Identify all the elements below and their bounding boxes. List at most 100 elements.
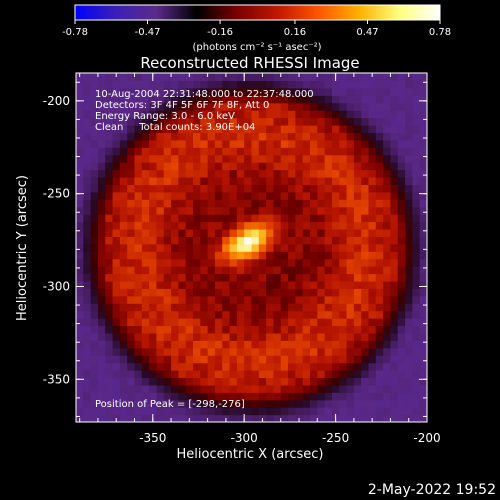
- heatmap-cell: [266, 147, 275, 156]
- heatmap-cell: [390, 347, 399, 356]
- heatmap-cell: [236, 266, 245, 275]
- heatmap-cell: [361, 295, 370, 304]
- heatmap-cell: [149, 243, 158, 252]
- heatmap-cell: [361, 87, 370, 96]
- heatmap-cell: [346, 162, 355, 171]
- heatmap-cell: [214, 325, 223, 334]
- heatmap-cell: [134, 318, 143, 327]
- heatmap-cell: [295, 362, 304, 371]
- heatmap-cell: [127, 236, 136, 245]
- heatmap-cell: [251, 251, 260, 260]
- heatmap-cell: [171, 266, 179, 275]
- heatmap-cell: [390, 117, 399, 126]
- heatmap-cell: [83, 288, 92, 297]
- heatmap-cell: [171, 377, 179, 386]
- heatmap-cell: [390, 102, 399, 111]
- heatmap-cell: [83, 340, 92, 349]
- heatmap-cell: [361, 199, 370, 208]
- heatmap-cell: [302, 110, 311, 119]
- heatmap-cell: [171, 399, 179, 408]
- heatmap-cell: [193, 362, 201, 371]
- heatmap-cell: [310, 340, 318, 349]
- heatmap-cell: [375, 191, 384, 200]
- heatmap-cell: [119, 191, 128, 200]
- heatmap-cell: [229, 124, 238, 134]
- heatmap-cell: [90, 370, 99, 379]
- heatmap-cell: [368, 347, 377, 356]
- heatmap-cell: [134, 340, 143, 349]
- heatmap-cell: [222, 340, 231, 349]
- heatmap-cell: [302, 73, 311, 82]
- heatmap-cell: [207, 370, 216, 379]
- heatmap-cell: [317, 124, 326, 134]
- heatmap-cell: [390, 199, 399, 208]
- heatmap-cell: [193, 154, 201, 163]
- heatmap-cell: [346, 399, 355, 408]
- heatmap-cell: [288, 228, 296, 237]
- heatmap-cell: [112, 124, 121, 134]
- heatmap-cell: [127, 414, 136, 422]
- heatmap-cell: [390, 384, 399, 393]
- heatmap-cell: [295, 132, 304, 141]
- heatmap-cell: [353, 295, 362, 304]
- heatmap-cell: [273, 73, 282, 82]
- heatmap-cell: [222, 370, 231, 379]
- heatmap-cell: [112, 332, 121, 341]
- heatmap-cell: [178, 414, 187, 422]
- heatmap-cell: [353, 318, 362, 327]
- heatmap-cell: [163, 266, 172, 275]
- heatmap-cell: [200, 251, 209, 260]
- heatmap-cell: [76, 228, 84, 237]
- heatmap-cell: [383, 266, 392, 275]
- heatmap-cell: [105, 162, 114, 171]
- heatmap-cell: [331, 243, 340, 252]
- heatmap-cell: [105, 73, 114, 82]
- heatmap-cell: [251, 191, 260, 200]
- heatmap-cell: [244, 332, 253, 341]
- heatmap-cell: [273, 266, 282, 275]
- heatmap-cell: [214, 169, 223, 178]
- heatmap-cell: [405, 124, 413, 134]
- heatmap-cell: [76, 169, 84, 178]
- heatmap-cell: [251, 162, 260, 171]
- heatmap-cell: [339, 221, 348, 230]
- heatmap-cell: [368, 80, 377, 89]
- heatmap-cell: [119, 162, 128, 171]
- heatmap-cell: [105, 392, 114, 401]
- heatmap-cell: [317, 147, 326, 156]
- heatmap-cell: [163, 184, 172, 193]
- heatmap-cell: [119, 288, 128, 297]
- heatmap-cell: [317, 362, 326, 371]
- heatmap-cell: [288, 303, 296, 312]
- heatmap-cell: [317, 295, 326, 304]
- heatmap-cell: [244, 73, 253, 82]
- heatmap-cell: [310, 102, 318, 111]
- heatmap-cell: [83, 392, 92, 401]
- heatmap-cell: [405, 295, 413, 304]
- heatmap-cell: [97, 87, 106, 96]
- heatmap-cell: [163, 147, 172, 156]
- heatmap-cell: [193, 347, 201, 356]
- heatmap-cell: [105, 347, 114, 356]
- heatmap-cell: [156, 176, 165, 185]
- x-tick-label: -350: [139, 431, 166, 445]
- heatmap-cell: [324, 221, 333, 230]
- heatmap-cell: [375, 266, 384, 275]
- heatmap-cell: [331, 102, 340, 111]
- heatmap-cell: [112, 214, 121, 223]
- heatmap-cell: [134, 191, 143, 200]
- heatmap-cell: [295, 266, 304, 275]
- heatmap-cell: [171, 407, 179, 416]
- heatmap-cell: [193, 266, 201, 275]
- heatmap-cell: [339, 132, 348, 141]
- heatmap-cell: [185, 147, 194, 156]
- heatmap-cell: [90, 318, 99, 327]
- heatmap-cell: [258, 295, 267, 304]
- heatmap-cell: [178, 295, 187, 304]
- heatmap-cell: [412, 132, 421, 141]
- heatmap-cell: [383, 95, 392, 104]
- heatmap-cell: [229, 206, 238, 215]
- heatmap-cell: [229, 266, 238, 275]
- heatmap-cell: [251, 154, 260, 163]
- heatmap-cell: [244, 384, 253, 393]
